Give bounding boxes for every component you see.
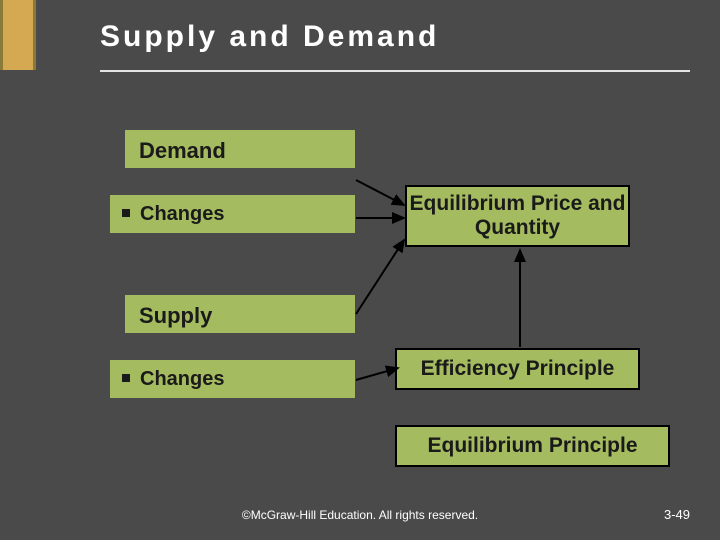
demand-header-text: Demand xyxy=(139,138,226,163)
equilibrium-principle-box: Equilibrium Principle xyxy=(395,425,670,467)
accent-bar-inner xyxy=(3,0,33,70)
demand-header-box: Demand xyxy=(125,130,355,168)
equilibrium-box: Equilibrium Price and Quantity xyxy=(405,185,630,247)
efficiency-text: Efficiency Principle xyxy=(421,357,615,381)
bullet-icon xyxy=(122,374,130,382)
supply-header-box: Supply xyxy=(125,295,355,333)
demand-bullet-text: Changes xyxy=(140,203,224,225)
equilibrium-text: Equilibrium Price and Quantity xyxy=(407,192,628,240)
slide-number: 3-49 xyxy=(664,507,690,522)
supply-bullet-text: Changes xyxy=(140,368,224,390)
footer-copyright: ©McGraw-Hill Education. All rights reser… xyxy=(242,508,478,522)
bullet-icon xyxy=(122,209,130,217)
supply-header-text: Supply xyxy=(139,303,212,328)
page-title: Supply and Demand xyxy=(100,20,439,54)
equil-principle-text: Equilibrium Principle xyxy=(427,434,637,458)
title-underline xyxy=(100,70,690,72)
efficiency-box: Efficiency Principle xyxy=(395,348,640,390)
supply-bullet-box: Changes xyxy=(110,360,355,398)
demand-bullet-box: Changes xyxy=(110,195,355,233)
